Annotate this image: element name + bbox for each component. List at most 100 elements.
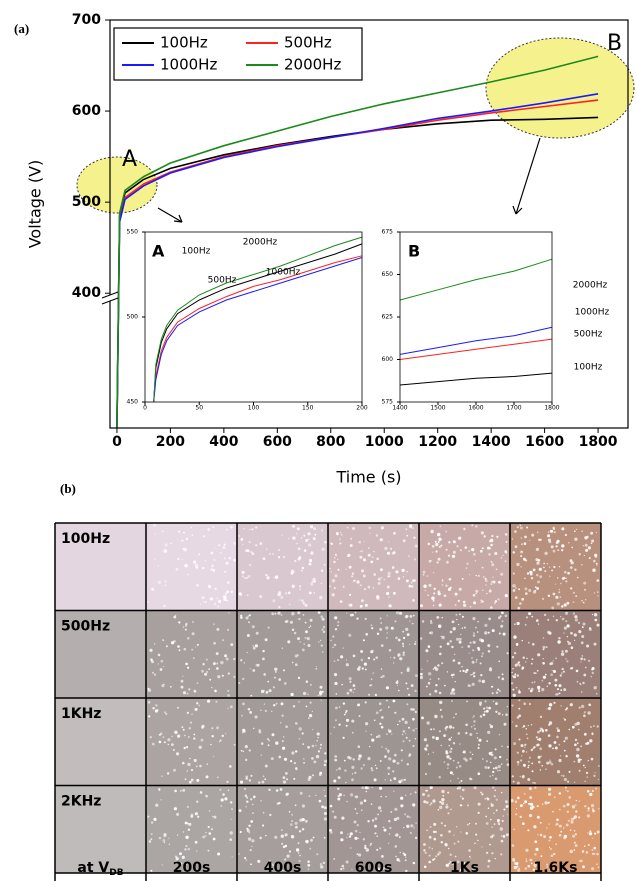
micrograph-spot xyxy=(500,853,503,856)
micrograph-spot xyxy=(166,772,170,775)
micrograph-spot xyxy=(178,649,181,652)
micrograph-spot xyxy=(379,847,382,850)
micrograph-spot xyxy=(424,851,427,855)
micrograph-spot xyxy=(395,855,397,858)
micrograph-spot xyxy=(229,705,233,709)
micrograph-spot xyxy=(260,709,262,711)
micrograph-spot xyxy=(412,708,415,711)
micrograph-spot xyxy=(506,813,508,816)
micrograph-spot xyxy=(311,710,314,713)
micrograph-spot xyxy=(196,584,199,587)
micrograph-spot xyxy=(301,569,303,572)
micrograph-spot xyxy=(488,706,491,710)
micrograph-spot xyxy=(220,551,222,554)
micrograph-spot xyxy=(593,559,596,563)
micrograph-spot xyxy=(539,769,542,771)
micrograph-spot xyxy=(272,686,275,689)
micrograph-spot xyxy=(317,694,319,696)
micrograph-spot xyxy=(388,729,392,733)
micrograph-spot xyxy=(494,857,496,860)
micrograph-spot xyxy=(359,584,362,587)
micrograph-spot xyxy=(389,575,391,577)
micrograph-spot xyxy=(574,738,578,742)
micrograph-spot xyxy=(397,723,399,726)
micrograph-spot xyxy=(352,684,356,687)
micrograph-spot xyxy=(542,662,545,665)
micrograph-spot xyxy=(552,615,555,618)
micrograph-spot xyxy=(488,553,491,556)
micrograph-spot xyxy=(229,765,232,768)
micrograph-spot xyxy=(248,831,251,834)
micrograph-spot xyxy=(549,789,551,791)
legend-label: 500Hz xyxy=(284,34,332,52)
annotation: 500Hz xyxy=(574,330,603,340)
micrograph-spot xyxy=(240,616,243,619)
micrograph-spot xyxy=(431,596,435,600)
micrograph-spot xyxy=(563,632,565,634)
micrograph-spot xyxy=(191,713,193,715)
micrograph-spot xyxy=(477,574,480,577)
micrograph-spot xyxy=(445,530,448,533)
micrograph-spot xyxy=(197,815,200,818)
micrograph-spot xyxy=(364,603,368,607)
micrograph-spot xyxy=(502,554,504,557)
micrograph-spot xyxy=(570,646,574,649)
micrograph-spot xyxy=(438,624,442,628)
micrograph-spot xyxy=(581,850,585,853)
micrograph-spot xyxy=(447,587,452,592)
panel-label: (a) xyxy=(14,21,29,36)
micrograph-spot xyxy=(323,563,326,566)
micrograph-spot xyxy=(361,599,364,602)
micrograph-spot xyxy=(363,588,366,591)
micrograph-spot xyxy=(452,659,456,662)
micrograph-spot xyxy=(155,803,159,807)
micrograph-spot xyxy=(515,813,518,816)
micrograph-spot xyxy=(595,692,598,695)
micrograph-spot xyxy=(389,826,392,830)
micrograph-spot xyxy=(501,677,505,681)
micrograph-spot xyxy=(437,532,441,537)
micrograph-spot xyxy=(543,562,546,565)
micrograph-spot xyxy=(376,835,378,837)
micrograph-spot xyxy=(296,527,300,531)
micrograph-spot xyxy=(593,725,595,727)
micrograph-spot xyxy=(567,819,570,822)
micrograph-spot xyxy=(355,795,359,799)
micrograph-spot xyxy=(438,603,442,607)
micrograph-spot xyxy=(550,673,553,676)
micrograph-spot xyxy=(387,686,389,689)
micrograph-spot xyxy=(249,849,252,852)
micrograph-spot xyxy=(592,852,595,855)
micrograph-spot xyxy=(403,826,405,829)
micrograph-spot xyxy=(365,722,369,726)
micrograph-spot xyxy=(595,562,598,565)
micrograph-spot xyxy=(475,589,479,593)
micrograph-spot xyxy=(387,575,390,578)
micrograph-spot xyxy=(268,689,272,693)
micrograph-spot xyxy=(333,815,337,819)
micrograph-spot xyxy=(278,802,281,805)
micrograph-spot xyxy=(439,805,443,810)
y-tick-label: 450 xyxy=(127,399,139,406)
micrograph-spot xyxy=(443,594,447,597)
micrograph-spot xyxy=(330,831,333,834)
micrograph-spot xyxy=(438,691,442,695)
micrograph-spot xyxy=(374,693,378,697)
micrograph-spot xyxy=(368,693,371,696)
micrograph-spot xyxy=(269,860,271,862)
micrograph-spot xyxy=(316,732,320,736)
micrograph-spot xyxy=(406,534,409,537)
micrograph-spot xyxy=(346,612,348,614)
micrograph-spot xyxy=(457,777,459,780)
micrograph-spot xyxy=(516,862,519,864)
micrograph-spot xyxy=(163,741,166,744)
micrograph-spot xyxy=(529,796,533,799)
micrograph-spot xyxy=(432,551,434,553)
micrograph-spot xyxy=(248,749,251,752)
micrograph-spot xyxy=(481,655,483,658)
micrograph-spot xyxy=(400,749,403,752)
micrograph-spot xyxy=(533,590,537,594)
micrograph-spot xyxy=(351,719,355,723)
micrograph-spot xyxy=(208,832,212,835)
micrograph-spot xyxy=(361,786,365,789)
